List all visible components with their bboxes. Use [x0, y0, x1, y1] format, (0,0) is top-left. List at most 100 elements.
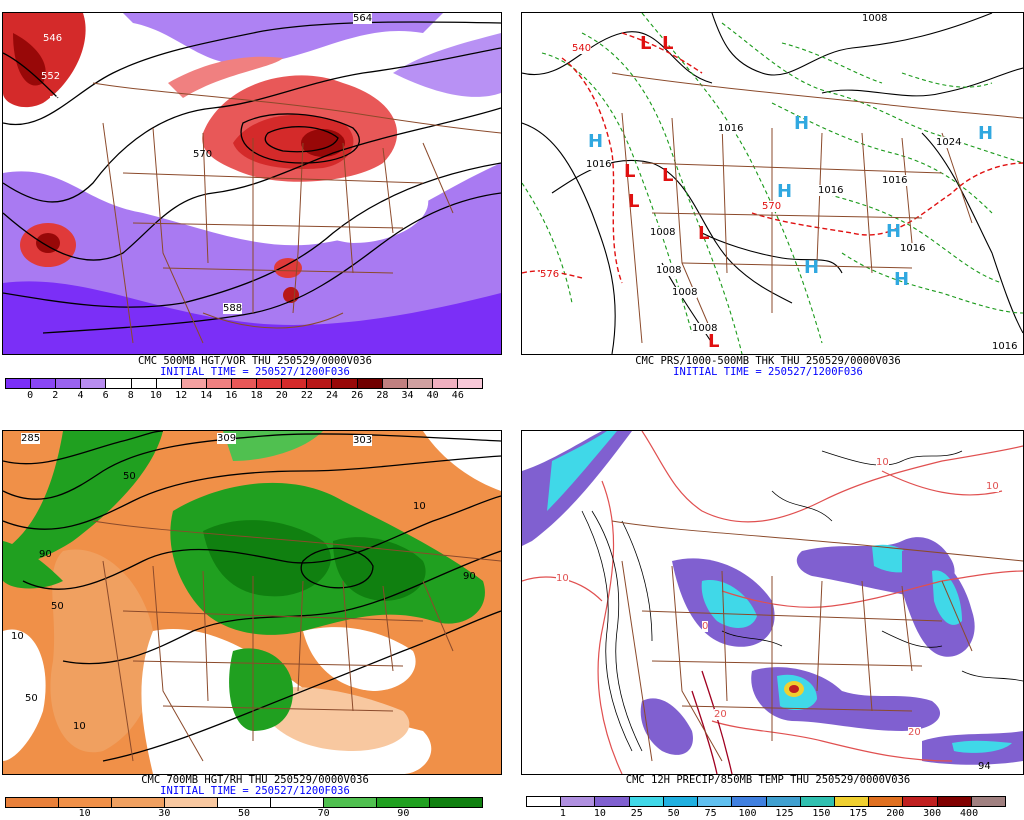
legend-swatch — [432, 379, 458, 388]
legend-swatch — [81, 379, 107, 388]
legend-label: 10 — [149, 390, 162, 401]
legend-swatch — [457, 379, 483, 388]
borders — [92, 520, 501, 762]
high-pressure-marker: H — [804, 257, 820, 278]
contour-label: 570 — [193, 149, 213, 160]
contour-label: 1016 — [818, 185, 844, 196]
borders — [92, 82, 501, 344]
legend-swatch — [112, 798, 165, 807]
height-contours — [3, 21, 501, 334]
legend-label: 2 — [52, 390, 59, 401]
map-500mb: 564 546 552 558 570 588 — [2, 12, 502, 355]
vorticity-legend-labels: 0 2 4 6 8 10 12 14 16 18 20 22 24 26 28 34 40 46 — [5, 390, 481, 402]
legend-swatch — [800, 797, 835, 806]
pressure-thickness-field — [522, 13, 1023, 354]
contour-label: 50 — [25, 693, 38, 704]
legend-swatch — [6, 798, 59, 807]
panel-caption: CMC PRS/1000-500MB THK THU 250529/0000V0… — [635, 355, 901, 367]
contour-label: 50 — [51, 601, 64, 612]
humidity-field — [3, 431, 501, 774]
contour-label: 576 — [540, 269, 560, 280]
legend-label: 175 — [849, 808, 868, 819]
legend-label: 46 — [451, 390, 464, 401]
legend-swatch — [377, 798, 430, 807]
contour-label: 1008 — [672, 287, 698, 298]
contour-label: 309 — [217, 433, 237, 444]
legend-swatch — [903, 797, 938, 806]
contour-label: 1016 — [718, 123, 744, 134]
legend-label: 125 — [775, 808, 794, 819]
legend-swatch — [937, 797, 972, 806]
legend-label: 1 — [559, 808, 566, 819]
legend-swatch — [629, 797, 664, 806]
contour-label: 285 — [21, 433, 41, 444]
legend-swatch — [595, 797, 630, 806]
legend-label: 75 — [704, 808, 717, 819]
legend-label: 10 — [593, 808, 606, 819]
contour-label: 10 — [556, 573, 569, 584]
high-pressure-marker: H — [794, 113, 810, 134]
legend-label: 30 — [158, 808, 171, 819]
legend-label: 22 — [300, 390, 313, 401]
legend-swatch — [231, 379, 258, 388]
contour-label: 90 — [463, 571, 476, 582]
contour-label: 10 — [876, 457, 889, 468]
legend-swatch — [218, 798, 271, 807]
legend-label: 400 — [960, 808, 979, 819]
contour-label: 1024 — [936, 137, 962, 148]
low-pressure-marker: L — [624, 161, 636, 182]
legend-swatch — [332, 379, 358, 388]
high-pressure-marker: H — [777, 181, 793, 202]
height-contours — [3, 431, 501, 762]
low-pressure-marker: L — [628, 191, 640, 212]
contour-label: 1016 — [586, 159, 612, 170]
map-700mb: 285 309 303 50 10 90 50 10 50 90 10 — [2, 430, 502, 775]
height-contours — [581, 450, 1023, 752]
contour-label: 10 — [413, 501, 426, 512]
contour-label: 303 — [353, 435, 373, 446]
map-precip: 10 10 0 20 10 20 94 — [521, 430, 1024, 775]
legend-label: 90 — [397, 808, 410, 819]
contour-label: 552 — [41, 71, 61, 82]
contour-label: 0 — [702, 621, 709, 632]
panel-caption: CMC 12H PRECIP/850MB TEMP THU 250529/000… — [625, 774, 911, 786]
low-pressure-marker: L — [662, 165, 674, 186]
legend-label: 18 — [250, 390, 263, 401]
contour-label: 10 — [11, 631, 24, 642]
legend-label: 40 — [426, 390, 439, 401]
legend-label: 12 — [175, 390, 188, 401]
initial-time: INITIAL TIME = 250527/1200F036 — [673, 366, 863, 378]
contour-label: 540 — [572, 43, 592, 54]
legend-swatch — [106, 379, 132, 388]
contour-label: 1008 — [656, 265, 682, 276]
contour-label: 1016 — [992, 341, 1018, 352]
legend-swatch — [971, 797, 1006, 806]
legend-swatch — [561, 797, 596, 806]
legend-swatch — [156, 379, 182, 388]
contour-label: 10 — [73, 721, 86, 732]
legend-label: 6 — [102, 390, 109, 401]
panel-precip-850mb-temp: 10 10 0 20 10 20 94 CMC 12H PRECIP/850MB… — [512, 410, 1024, 819]
contour-label: 1016 — [882, 175, 908, 186]
contour-label: 50 — [123, 471, 136, 482]
high-pressure-marker: H — [894, 269, 910, 290]
legend-swatch — [430, 798, 482, 807]
panel-700mb-hgt-rh: 285 309 303 50 10 90 50 10 50 90 10 CMC … — [0, 410, 510, 819]
high-pressure-marker: H — [978, 123, 994, 144]
legend-swatch — [165, 798, 218, 807]
low-pressure-marker: L — [698, 223, 710, 244]
legend-label: 26 — [351, 390, 364, 401]
high-pressure-marker: H — [588, 131, 604, 152]
contour-label: 20 — [908, 727, 921, 738]
legend-label: 28 — [376, 390, 389, 401]
contour-label: 570 — [762, 201, 782, 212]
legend-label: 16 — [225, 390, 238, 401]
contour-label: 1008 — [650, 227, 676, 238]
borders — [611, 72, 1023, 344]
panel-500mb-hgt-vor: 564 546 552 558 570 588 CMC 500MB HGT/VO… — [0, 0, 510, 402]
legend-swatch — [382, 379, 408, 388]
legend-swatch — [181, 379, 207, 388]
panel-caption: CMC 500MB HGT/VOR THU 250529/0000V036 — [138, 355, 372, 367]
legend-swatch — [834, 797, 870, 806]
legend-label: 4 — [77, 390, 84, 401]
